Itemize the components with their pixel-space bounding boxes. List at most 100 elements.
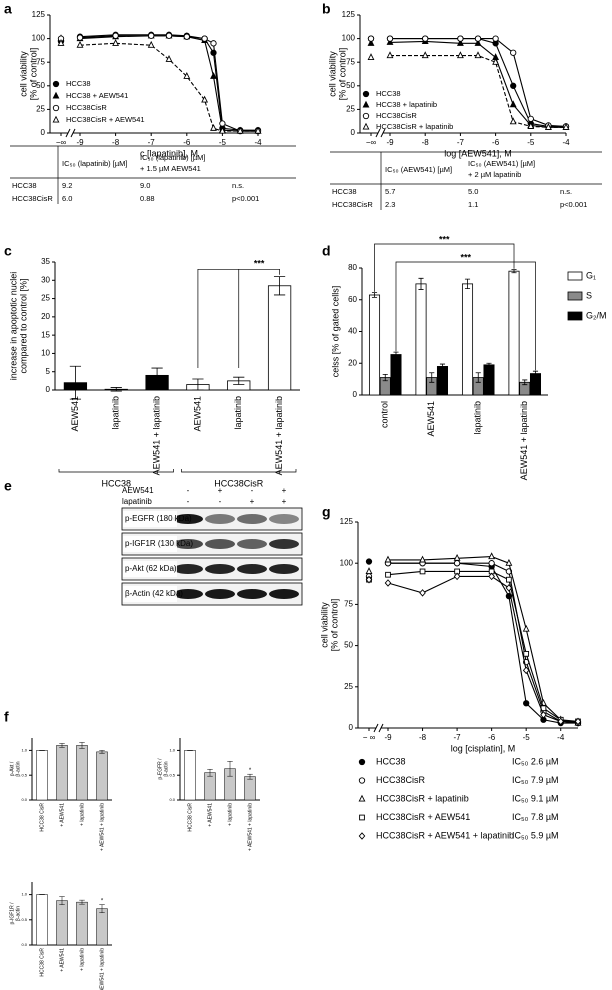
error-bar [99, 750, 105, 754]
x-tick-label: -6 [183, 138, 191, 147]
blot-label-bg [123, 511, 177, 527]
error-bar [79, 899, 85, 905]
x-tick-label: -7 [454, 733, 462, 742]
error-bar [207, 768, 213, 777]
significance-bracket [374, 243, 515, 292]
legend-label: HCC38CisR [66, 103, 107, 112]
blot-label-bg [123, 586, 177, 602]
treatment-sign: - [187, 486, 190, 495]
y-tick-label: 0 [353, 390, 358, 399]
treatment-sign: + [250, 497, 255, 506]
marker [384, 555, 392, 563]
y-tick-label: 15 [41, 330, 50, 339]
marker [505, 558, 513, 566]
y-tick-label: 25 [36, 105, 45, 114]
marker [488, 552, 496, 560]
error-bar [69, 365, 82, 400]
bar [267, 285, 292, 391]
marker [386, 51, 394, 59]
marker [492, 35, 499, 42]
error-bar [247, 773, 253, 780]
error-bar [233, 376, 245, 385]
error-bar [393, 351, 399, 358]
group-bracket [58, 469, 174, 473]
x-tick-label: -6 [488, 733, 496, 742]
x-tick-label: lapatinib [473, 401, 483, 435]
marker [358, 794, 366, 802]
error-bar [59, 896, 65, 905]
marker [52, 104, 60, 112]
x-tick-label: + lapatinib [227, 803, 233, 826]
y-tick-label: 0.0 [21, 942, 27, 947]
blot-row-label: p-IGF1R (130 kDa) [125, 539, 193, 548]
series-line [79, 42, 258, 132]
marker [367, 39, 375, 46]
y-axis-label: β-actin [163, 761, 169, 776]
marker [510, 49, 517, 56]
y-tick-label: 80 [348, 263, 357, 272]
error-bar [227, 761, 233, 777]
bar [76, 901, 88, 946]
table-cell: 5.7 [385, 187, 395, 196]
treatment-label: lapatinib [122, 497, 152, 506]
legend-swatch [567, 271, 583, 281]
blot-band [237, 564, 267, 574]
table-header: IC₅₀ (AEW541) [µM] [468, 159, 535, 168]
blot-row-label: p-Akt (62 kDa) [125, 564, 177, 573]
marker [52, 80, 60, 88]
error-bar [79, 742, 85, 749]
marker [365, 558, 373, 565]
bar [529, 373, 542, 396]
y-tick-label: 1.0 [21, 747, 27, 752]
marker [522, 666, 530, 675]
x-tick-label: -8 [112, 138, 120, 147]
marker [359, 814, 365, 821]
marker [358, 777, 366, 784]
table-header: IC₅₀ (lapatinib) [µM] [140, 153, 205, 162]
bar [96, 908, 108, 946]
marker [523, 700, 530, 707]
y-tick-label: 75 [346, 57, 355, 66]
marker [522, 624, 530, 632]
annotation: * [249, 768, 252, 774]
y-axis-label: compared to control [%] [18, 278, 28, 373]
panel-letter: c [4, 243, 12, 259]
marker [510, 82, 517, 89]
marker [365, 575, 373, 584]
y-tick-label: 100 [32, 34, 46, 43]
y-axis-label: p-EGFR / [157, 758, 163, 780]
y-axis-label: cell viability [327, 51, 337, 97]
blot-band [173, 564, 203, 574]
legend-label: G₂/M [586, 310, 607, 320]
y-axis-label: β-actin [15, 906, 21, 921]
marker [183, 33, 190, 40]
marker [219, 120, 226, 127]
marker [506, 576, 512, 583]
blot-band [173, 514, 203, 524]
x-tick-label: lapatinib [111, 396, 121, 430]
x-break-label: −∞ [56, 138, 67, 147]
blot-band [237, 514, 267, 524]
marker [362, 100, 370, 108]
marker [210, 123, 217, 131]
x-tick-label: AEW541 [426, 401, 436, 437]
panel-letter: a [4, 1, 12, 17]
error-bar [532, 370, 539, 377]
marker [210, 40, 217, 47]
legend-ic50: IC₅₀ 2.6 µM [512, 756, 559, 766]
y-tick-label: 5 [46, 367, 51, 376]
x-tick-label: HCC38 CisR [187, 803, 193, 832]
y-axis-label: cell viability [319, 602, 329, 648]
x-tick-label: AEW541 [70, 396, 80, 432]
marker [509, 117, 517, 125]
legend-swatch [567, 311, 583, 321]
treatment-sign: - [219, 497, 222, 506]
error-bar [192, 378, 204, 391]
y-tick-label: 25 [41, 294, 50, 303]
legend-label: HCC38CisR + lapatinib [376, 793, 469, 803]
table-cell: p<0.001 [560, 200, 587, 209]
bar [508, 270, 520, 396]
table-cell: 5.0 [468, 187, 478, 196]
bar [36, 894, 48, 946]
